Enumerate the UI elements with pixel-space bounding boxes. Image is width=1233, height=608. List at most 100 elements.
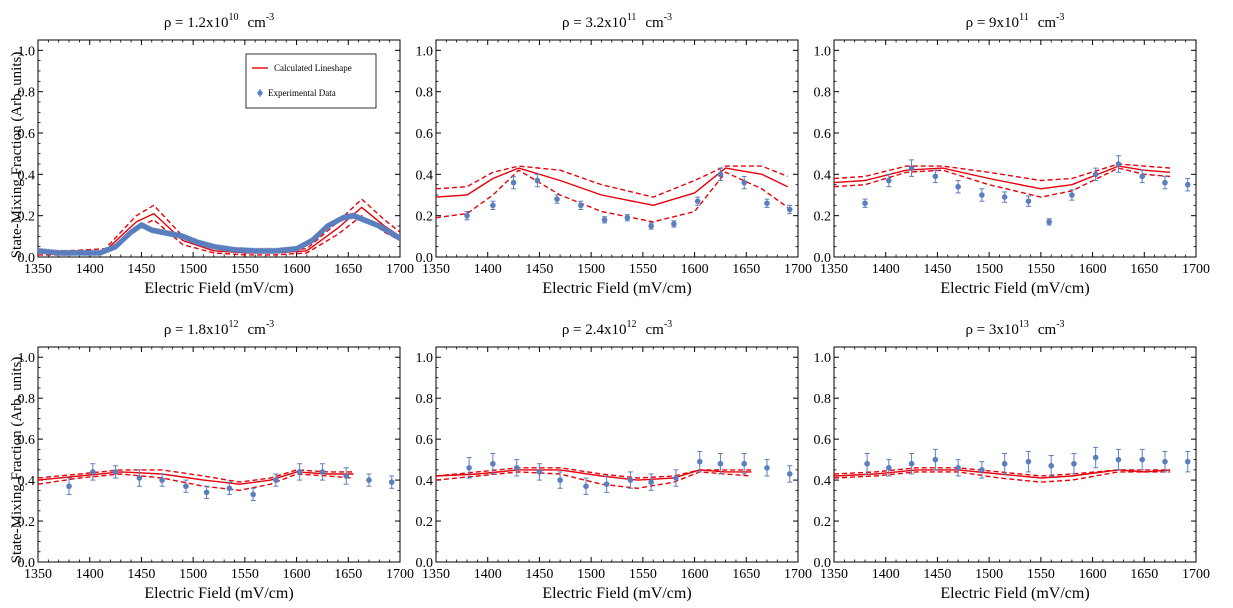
- y-tick-label: 0.0: [18, 556, 36, 571]
- experimental-data-point: [671, 221, 677, 227]
- x-tick-label: 1400: [474, 567, 502, 582]
- x-tick-label: 1550: [629, 567, 657, 582]
- x-tick-label: 1650: [732, 262, 760, 277]
- experimental-data-point: [908, 460, 915, 467]
- x-tick-label: 1550: [629, 262, 657, 277]
- calculated-lineshape-bound: [38, 469, 354, 483]
- title-base: ρ = 3.2x10: [562, 15, 627, 31]
- x-tick-label: 1400: [872, 567, 900, 582]
- y-tick-label: 0.8: [18, 392, 36, 407]
- y-tick-label: 1.0: [814, 44, 832, 59]
- experimental-data-point: [554, 196, 560, 202]
- x-tick-label: 1600: [681, 262, 709, 277]
- experimental-data-point: [578, 202, 584, 209]
- x-tick-label: 1700: [784, 567, 812, 582]
- experimental-data-point: [273, 477, 279, 483]
- experimental-data-point: [979, 467, 985, 473]
- x-tick-label: 1500: [179, 262, 207, 277]
- experimental-data-point: [226, 485, 233, 492]
- x-tick-label: 1650: [334, 567, 362, 582]
- experimental-data-point: [696, 458, 703, 465]
- x-tick-label: 1450: [923, 567, 951, 582]
- calculated-lineshape-line: [834, 469, 1171, 479]
- experimental-data-point: [490, 202, 496, 209]
- title-base: ρ = 2.4x10: [562, 322, 627, 338]
- x-tick-label: 1550: [231, 567, 259, 582]
- title-base: ρ = 1.8x10: [164, 322, 229, 338]
- y-tick-label: 0.6: [18, 127, 36, 142]
- title-unit-exponent: -3: [266, 319, 274, 330]
- experimental-data-point: [490, 460, 496, 467]
- experimental-data-point: [864, 460, 870, 467]
- calculated-lineshape-line: [436, 167, 789, 207]
- title-unit-exponent: -3: [1056, 319, 1064, 330]
- y-tick-label: 0.8: [814, 392, 832, 407]
- y-tick-label: 1.0: [416, 351, 434, 366]
- x-tick-label: 1700: [1182, 262, 1210, 277]
- y-tick-label: 0.4: [18, 168, 36, 183]
- experimental-data-point: [1184, 458, 1191, 465]
- chart-panel-3: 1350 1400 1450 1500 1550 1600 1650 1700 0.0 0.2 0.…: [814, 12, 1211, 297]
- experimental-data-point: [1184, 181, 1191, 188]
- experimental-data-point: [694, 198, 701, 204]
- y-tick-label: 0.4: [416, 474, 434, 489]
- experimental-data-point: [510, 179, 517, 186]
- experimental-data-point: [1139, 173, 1146, 180]
- experimental-data-point: [366, 477, 372, 483]
- experimental-data-point: [1092, 171, 1099, 178]
- x-tick-label: 1350: [24, 262, 52, 277]
- x-tick-label: 1600: [1079, 262, 1107, 277]
- experimental-data-point: [296, 469, 303, 475]
- calculated-lineshape-bound: [834, 467, 1171, 477]
- experimental-data-point: [1092, 454, 1099, 461]
- experimental-data-point: [979, 192, 985, 198]
- title-unit-exponent: -3: [664, 12, 672, 23]
- legend-label-experimental: Experimental Data: [268, 88, 336, 98]
- experimental-data-point: [1046, 219, 1052, 225]
- calculated-lineshape-bound: [436, 169, 789, 223]
- title-unit: cm: [248, 15, 267, 31]
- experimental-data-point: [536, 469, 543, 475]
- calculated-lineshape-bound: [834, 471, 1171, 483]
- data-layer: [436, 450, 793, 495]
- x-tick-label: 1450: [923, 262, 951, 277]
- title-base: ρ = 9x10: [966, 15, 1019, 31]
- chart-panel-4: 1350 1400 1450 1500 1550 1600 1650 1700 0.0 0.2 0.…: [18, 319, 415, 602]
- y-tick-label: 1.0: [18, 351, 36, 366]
- y-tick-label: 0.0: [18, 251, 36, 266]
- x-tick-label: 1600: [283, 262, 311, 277]
- x-tick-label: 1600: [283, 567, 311, 582]
- experimental-data-point: [90, 469, 96, 475]
- experimental-data-point: [159, 477, 165, 483]
- experimental-data-point: [717, 171, 724, 178]
- title-unit: cm: [1038, 15, 1057, 31]
- plot-frame: [833, 346, 1197, 563]
- experimental-data-point: [786, 206, 793, 213]
- experimental-data-point: [648, 479, 654, 485]
- x-tick-label: 1600: [1079, 567, 1107, 582]
- x-tick-label: 1500: [577, 262, 605, 277]
- y-tick-label: 0.0: [416, 251, 434, 266]
- experimental-data-point: [466, 465, 472, 471]
- experimental-data-point: [764, 465, 770, 471]
- y-tick-label: 1.0: [18, 44, 36, 59]
- calculated-lineshape-line: [834, 165, 1171, 190]
- x-tick-label: 1700: [1182, 567, 1210, 582]
- y-tick-label: 0.2: [18, 515, 36, 530]
- y-tick-label: 0.6: [814, 433, 832, 448]
- x-tick-label: 1700: [784, 262, 812, 277]
- data-layer: [38, 198, 400, 256]
- experimental-data-point: [343, 473, 350, 479]
- chart-panel-1: 1350 1400 1450 1500 1550 1600 1650 1700 0.0 0.2 0.…: [18, 12, 415, 297]
- y-tick-label: 0.2: [18, 210, 36, 225]
- title-unit: cm: [248, 322, 267, 338]
- y-tick-label: 0.2: [416, 210, 434, 225]
- experimental-data-point: [886, 177, 892, 184]
- experimental-data-point: [513, 465, 520, 471]
- calculated-lineshape-bound: [834, 167, 1171, 198]
- chart-panel-2: 1350 1400 1450 1500 1550 1600 1650 1700 0.0 0.2 0.…: [416, 12, 813, 297]
- x-tick-label: 1400: [474, 262, 502, 277]
- x-axis-label: Electric Field (mV/cm): [144, 585, 293, 602]
- chart-panel-5: 1350 1400 1450 1500 1550 1600 1650 1700 0.0 0.2 0.…: [416, 319, 813, 602]
